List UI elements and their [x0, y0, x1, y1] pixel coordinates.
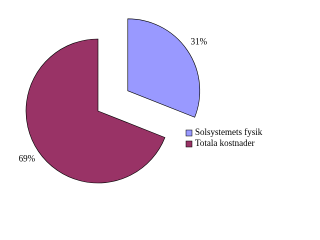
- legend-swatch: [185, 129, 193, 137]
- legend-label: Solsystemets fysik: [195, 127, 263, 137]
- legend-label: Totala kostnader: [195, 138, 255, 148]
- pie-slice: [25, 38, 166, 184]
- pie-slice: [127, 18, 201, 118]
- data-label: 31%: [191, 36, 208, 46]
- data-label: 69%: [19, 153, 36, 163]
- legend-swatch: [185, 140, 193, 148]
